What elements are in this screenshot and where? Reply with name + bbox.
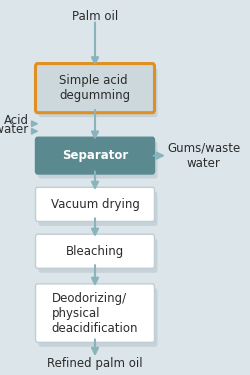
Text: Vacuum drying: Vacuum drying bbox=[50, 198, 140, 211]
FancyBboxPatch shape bbox=[36, 137, 154, 174]
Text: Simple acid
degumming: Simple acid degumming bbox=[60, 74, 130, 102]
Text: Hot water: Hot water bbox=[0, 123, 29, 136]
FancyBboxPatch shape bbox=[36, 63, 154, 112]
FancyBboxPatch shape bbox=[38, 68, 158, 117]
Text: Separator: Separator bbox=[62, 149, 128, 162]
FancyBboxPatch shape bbox=[38, 142, 158, 178]
FancyBboxPatch shape bbox=[36, 234, 154, 268]
Text: Acid: Acid bbox=[4, 114, 29, 127]
FancyBboxPatch shape bbox=[36, 284, 154, 342]
FancyBboxPatch shape bbox=[38, 288, 158, 347]
FancyBboxPatch shape bbox=[38, 238, 158, 273]
Text: Gums/waste
water: Gums/waste water bbox=[167, 142, 240, 170]
Text: Bleaching: Bleaching bbox=[66, 245, 124, 258]
Text: Refined palm oil: Refined palm oil bbox=[47, 357, 143, 370]
FancyBboxPatch shape bbox=[38, 192, 158, 226]
FancyBboxPatch shape bbox=[36, 187, 154, 221]
Text: Deodorizing/
physical
deacidification: Deodorizing/ physical deacidification bbox=[52, 292, 138, 334]
Text: Palm oil: Palm oil bbox=[72, 10, 118, 23]
